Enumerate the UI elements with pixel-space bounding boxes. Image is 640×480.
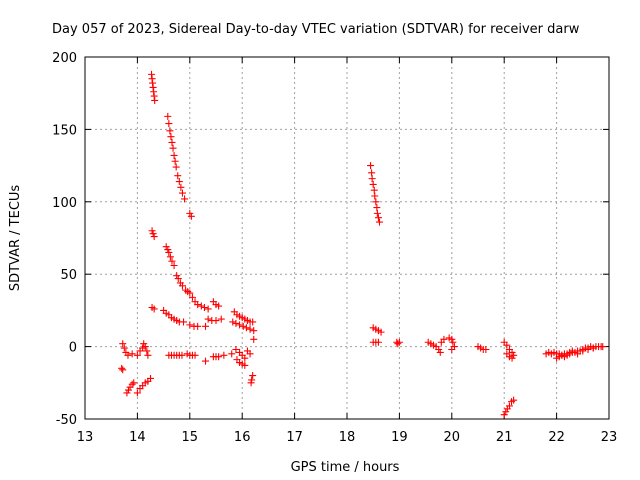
data-point [201, 304, 208, 311]
data-point [118, 365, 125, 372]
data-point [173, 164, 180, 171]
data-point [130, 379, 137, 386]
data-point [250, 327, 257, 334]
data-point [144, 352, 151, 359]
data-point [220, 352, 227, 359]
x-tick-label: 19 [391, 430, 408, 445]
data-point [370, 181, 377, 188]
data-point [229, 318, 236, 325]
data-point [167, 253, 174, 260]
y-axis-label: SDTVAR / TECUs [8, 185, 23, 292]
data-point [194, 323, 201, 330]
data-point [119, 366, 126, 373]
data-point [165, 120, 172, 127]
data-point [121, 345, 128, 352]
data-point [374, 210, 381, 217]
data-point [198, 303, 205, 310]
data-point [599, 343, 606, 350]
x-tick-label: 20 [444, 430, 461, 445]
x-tick-label: 16 [234, 430, 251, 445]
data-point [202, 323, 209, 330]
data-point [232, 320, 239, 327]
data-point [375, 214, 382, 221]
data-point [180, 318, 187, 325]
data-point [369, 175, 376, 182]
data-point [129, 350, 136, 357]
data-point [218, 316, 225, 323]
data-point [172, 158, 179, 165]
x-tick-label: 18 [339, 430, 356, 445]
data-point [176, 178, 183, 185]
data-point [372, 198, 379, 205]
data-point [186, 321, 193, 328]
y-tick-label: -50 [56, 413, 77, 428]
data-point [202, 358, 209, 365]
data-point [240, 323, 247, 330]
data-points [118, 71, 606, 418]
data-point [247, 326, 254, 333]
data-point [166, 127, 173, 134]
chart: Day 057 of 2023, Sidereal Day-to-day VTE… [0, 0, 640, 480]
data-point [151, 97, 158, 104]
data-point [168, 139, 175, 146]
x-tick-label: 21 [496, 430, 513, 445]
y-tick-label: 0 [69, 341, 77, 356]
x-tick-label: 17 [286, 430, 303, 445]
data-point [205, 305, 212, 312]
data-point [250, 336, 257, 343]
x-axis-label: GPS time / hours [291, 460, 400, 475]
data-point [167, 133, 174, 140]
x-tick-label: 23 [601, 430, 618, 445]
data-point [249, 372, 256, 379]
data-point [213, 317, 220, 324]
data-point [174, 172, 181, 179]
y-tick-label: 50 [60, 268, 77, 283]
x-tick-label: 15 [182, 430, 199, 445]
data-point [170, 145, 177, 152]
grid [85, 57, 609, 419]
data-point [243, 324, 250, 331]
data-point [177, 184, 184, 191]
data-point [371, 193, 378, 200]
data-point [367, 162, 374, 169]
y-tick-label: 150 [52, 123, 77, 138]
x-tick-label: 22 [548, 430, 565, 445]
x-tick-label: 13 [77, 430, 94, 445]
y-tick-label: 200 [52, 51, 77, 66]
chart-title: Day 057 of 2023, Sidereal Day-to-day VTE… [52, 22, 580, 37]
data-point [205, 316, 212, 323]
data-point [164, 113, 171, 120]
data-point [376, 219, 383, 226]
data-point [171, 152, 178, 159]
x-tick-label: 14 [129, 430, 146, 445]
data-point [228, 350, 235, 357]
y-tick-label: 100 [52, 196, 77, 211]
